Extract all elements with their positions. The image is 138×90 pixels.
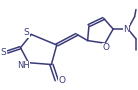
Text: S: S — [24, 28, 29, 37]
Text: NH: NH — [17, 61, 30, 70]
Text: S: S — [1, 48, 7, 57]
Text: N: N — [123, 25, 130, 34]
Text: O: O — [59, 76, 66, 85]
Text: O: O — [103, 43, 110, 52]
